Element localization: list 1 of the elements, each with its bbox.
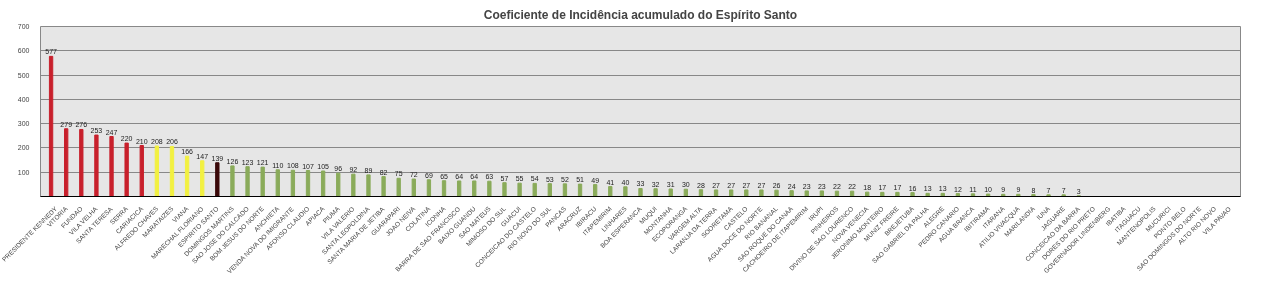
chart-title: Coeficiente de Incidência acumulado do Espírito Santo	[483, 7, 798, 22]
